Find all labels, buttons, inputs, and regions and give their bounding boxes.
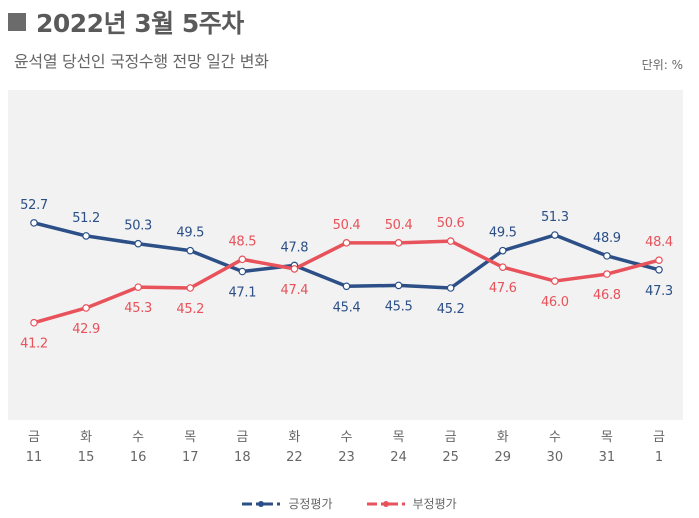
data-label: 49.5: [176, 226, 204, 241]
data-label: 47.8: [281, 240, 309, 255]
x-tick-date: 18: [234, 450, 251, 465]
data-label: 41.2: [20, 337, 48, 352]
x-tick-date: 30: [547, 450, 564, 465]
x-tick-day: 금: [28, 430, 40, 445]
data-label: 45.3: [124, 301, 152, 316]
data-label: 42.9: [72, 322, 100, 337]
x-tick-day: 목: [601, 430, 613, 445]
data-point: [290, 265, 299, 273]
legend-label-negative: 부정평가: [412, 497, 457, 511]
data-point: [342, 282, 351, 291]
x-tick-day: 수: [132, 430, 144, 445]
x-tick-date: 25: [442, 450, 459, 465]
x-tick-date: 24: [390, 450, 407, 465]
data-point: [551, 231, 559, 239]
data-label: 45.2: [176, 302, 204, 317]
x-tick-date: 23: [338, 450, 355, 465]
data-label: 49.5: [489, 226, 517, 241]
data-point: [342, 239, 351, 247]
x-tick-day: 금: [653, 430, 665, 445]
data-point: [446, 284, 455, 292]
data-label: 47.1: [228, 286, 256, 301]
data-point: [186, 284, 195, 292]
data-point: [30, 318, 38, 327]
page-title: 2022년 3월 5주차: [36, 9, 244, 38]
data-point: [603, 252, 611, 260]
title-row: 2022년 3월 5주차: [8, 4, 244, 40]
x-tick-date: 29: [494, 450, 511, 465]
chart-subtitle: 윤석열 당선인 국정수행 전망 일간 변화: [14, 52, 269, 71]
plot-area: [8, 90, 683, 420]
data-label: 50.6: [437, 216, 465, 231]
unit-label: 단위: %: [641, 58, 683, 72]
data-label: 45.2: [437, 302, 465, 317]
data-point: [551, 277, 559, 285]
data-point: [30, 219, 38, 227]
x-tick-day: 화: [497, 430, 509, 445]
x-tick-day: 화: [80, 430, 92, 445]
data-label: 47.4: [281, 283, 309, 298]
x-tick-date: 1: [655, 450, 663, 465]
data-point: [394, 281, 403, 290]
data-label: 48.5: [228, 234, 256, 249]
x-tick-date: 11: [26, 450, 43, 465]
legend-item-positive: 긍정평가: [242, 495, 333, 512]
data-label: 50.3: [124, 219, 152, 234]
data-point: [394, 239, 403, 247]
data-label: 47.3: [645, 284, 673, 299]
legend-item-negative: 부정평가: [366, 495, 457, 512]
title-square-icon: [8, 13, 26, 31]
x-tick-day: 금: [445, 430, 457, 445]
data-label: 47.6: [489, 281, 517, 296]
data-point: [446, 237, 455, 245]
x-tick-day: 화: [288, 430, 300, 445]
data-label: 45.5: [385, 299, 413, 314]
data-point: [498, 263, 507, 271]
data-label: 50.4: [385, 218, 413, 233]
data-point: [238, 267, 247, 276]
data-label: 45.4: [333, 300, 361, 315]
x-tick-date: 22: [286, 450, 303, 465]
data-point: [186, 246, 195, 255]
data-label: 48.9: [593, 231, 621, 246]
data-point: [603, 270, 611, 278]
x-tick-date: 17: [182, 450, 199, 465]
x-tick-day: 수: [549, 430, 561, 445]
data-label: 51.2: [72, 211, 100, 226]
data-point: [655, 265, 663, 274]
data-label: 52.7: [20, 198, 48, 213]
data-label: 51.3: [541, 210, 569, 225]
data-point: [82, 304, 90, 312]
x-tick-day: 목: [393, 430, 405, 445]
data-label: 46.0: [541, 295, 569, 310]
legend-label-positive: 긍정평가: [288, 497, 333, 511]
x-tick-date: 16: [130, 450, 147, 465]
x-tick-day: 금: [236, 430, 248, 445]
data-label: 50.4: [333, 218, 361, 233]
x-tick-date: 31: [599, 450, 616, 465]
data-point: [82, 232, 90, 240]
data-label: 46.8: [593, 288, 621, 303]
data-point: [134, 283, 142, 291]
legend: 긍정평가 부정평가: [0, 495, 699, 512]
legend-swatch-negative: [366, 500, 405, 507]
data-point: [238, 255, 247, 264]
x-tick-date: 15: [78, 450, 95, 465]
data-label: 48.4: [645, 235, 673, 250]
data-point: [134, 239, 142, 248]
x-tick-day: 목: [184, 430, 196, 445]
x-tick-day: 수: [341, 430, 353, 445]
data-point: [498, 246, 507, 255]
legend-swatch-positive: [242, 500, 281, 507]
data-point: [655, 256, 663, 265]
